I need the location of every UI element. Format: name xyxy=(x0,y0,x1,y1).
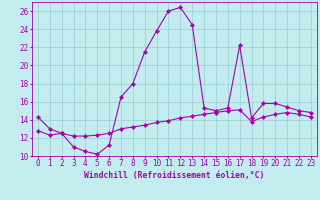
X-axis label: Windchill (Refroidissement éolien,°C): Windchill (Refroidissement éolien,°C) xyxy=(84,171,265,180)
